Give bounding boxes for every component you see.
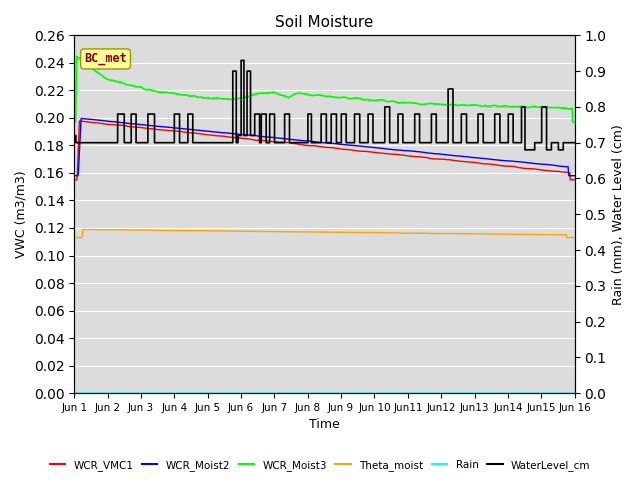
Legend: WCR_VMC1, WCR_Moist2, WCR_Moist3, Theta_moist, Rain, WaterLevel_cm: WCR_VMC1, WCR_Moist2, WCR_Moist3, Theta_… xyxy=(45,456,595,475)
Title: Soil Moisture: Soil Moisture xyxy=(275,15,374,30)
Y-axis label: VWC (m3/m3): VWC (m3/m3) xyxy=(15,170,28,258)
Y-axis label: Rain (mm), Water Level (cm): Rain (mm), Water Level (cm) xyxy=(612,124,625,305)
Text: BC_met: BC_met xyxy=(84,52,127,65)
X-axis label: Time: Time xyxy=(309,419,340,432)
